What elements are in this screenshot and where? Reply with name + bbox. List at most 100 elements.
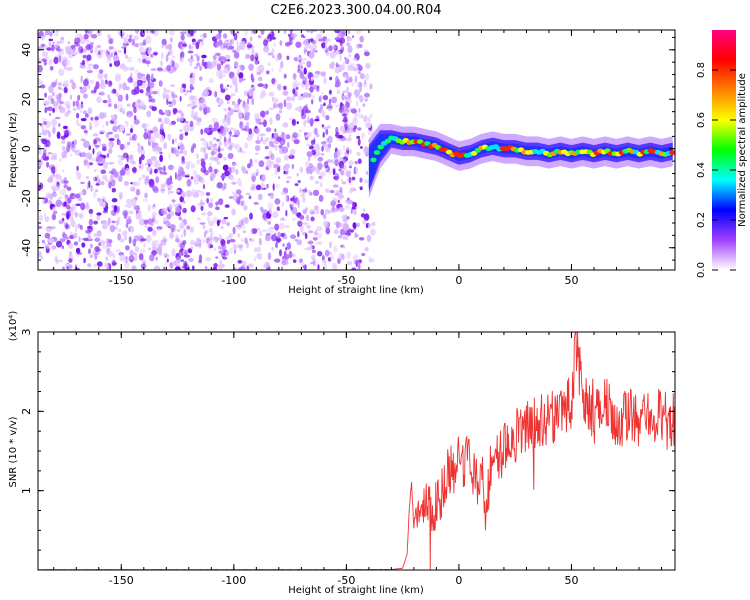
noise-cell bbox=[321, 124, 325, 128]
noise-cell bbox=[202, 184, 206, 190]
noise-cell bbox=[60, 36, 64, 41]
spectrogram-signal-track bbox=[368, 124, 675, 199]
noise-cell bbox=[104, 73, 108, 79]
noise-cell bbox=[64, 263, 70, 267]
noise-cell bbox=[348, 76, 353, 83]
noise-cell bbox=[170, 224, 176, 229]
noise-cell bbox=[217, 245, 222, 249]
noise-cell bbox=[347, 64, 354, 69]
noise-cell bbox=[184, 131, 189, 136]
noise-cell bbox=[121, 167, 126, 176]
noise-cell bbox=[275, 157, 282, 164]
noise-cell bbox=[63, 180, 69, 184]
noise-cell bbox=[63, 80, 69, 87]
noise-cell bbox=[359, 84, 362, 93]
noise-cell bbox=[183, 89, 186, 92]
noise-cell bbox=[302, 222, 309, 225]
noise-cell bbox=[125, 218, 132, 225]
noise-cell bbox=[238, 72, 244, 80]
noise-cell bbox=[135, 134, 138, 140]
noise-cell bbox=[283, 73, 287, 79]
noise-cell bbox=[272, 183, 275, 191]
noise-cell bbox=[188, 30, 194, 36]
noise-cell bbox=[176, 229, 181, 232]
noise-cell bbox=[334, 30, 341, 34]
noise-cell bbox=[38, 132, 43, 136]
noise-cell bbox=[45, 227, 52, 233]
signal-cell bbox=[377, 144, 384, 150]
noise-cell bbox=[233, 32, 238, 41]
noise-cell bbox=[234, 86, 239, 93]
noise-cell bbox=[255, 184, 262, 191]
noise-cell bbox=[181, 190, 186, 198]
noise-cell bbox=[362, 219, 367, 225]
noise-cell bbox=[193, 115, 199, 121]
noise-cell bbox=[317, 156, 324, 162]
noise-cell bbox=[310, 169, 313, 175]
noise-cell bbox=[145, 35, 152, 44]
noise-cell bbox=[342, 218, 347, 223]
noise-cell bbox=[311, 249, 316, 254]
noise-cell bbox=[62, 56, 68, 62]
noise-cell bbox=[163, 117, 170, 125]
noise-cell bbox=[161, 52, 164, 60]
noise-cell bbox=[325, 38, 331, 42]
noise-cell bbox=[55, 78, 58, 86]
noise-cell bbox=[202, 224, 206, 230]
noise-cell bbox=[241, 102, 248, 110]
noise-cell bbox=[179, 144, 185, 151]
noise-cell bbox=[297, 180, 301, 184]
noise-cell bbox=[48, 112, 52, 116]
noise-cell bbox=[226, 112, 231, 119]
noise-cell bbox=[284, 254, 290, 260]
noise-cell bbox=[345, 96, 352, 100]
noise-cell bbox=[145, 30, 149, 34]
noise-cell bbox=[250, 228, 253, 235]
noise-cell bbox=[45, 192, 51, 199]
noise-cell bbox=[223, 33, 228, 39]
noise-cell bbox=[292, 88, 296, 95]
noise-cell bbox=[265, 110, 269, 115]
noise-cell bbox=[293, 79, 298, 84]
noise-cell bbox=[359, 94, 364, 103]
noise-cell bbox=[274, 98, 279, 104]
noise-cell bbox=[66, 66, 73, 72]
noise-cell bbox=[225, 236, 230, 241]
noise-cell bbox=[278, 144, 283, 149]
noise-cell bbox=[108, 161, 115, 165]
noise-cell bbox=[124, 234, 127, 241]
noise-cell bbox=[129, 225, 135, 233]
noise-cell bbox=[365, 224, 369, 229]
noise-cell bbox=[93, 168, 97, 173]
noise-cell bbox=[352, 58, 358, 61]
noise-cell bbox=[332, 168, 336, 176]
noise-cell bbox=[344, 204, 351, 210]
noise-cell bbox=[317, 264, 320, 270]
spectrogram-frame bbox=[37, 29, 676, 271]
noise-cell bbox=[315, 241, 321, 245]
noise-cell bbox=[180, 46, 184, 51]
noise-cell bbox=[300, 83, 305, 88]
signal-band-2 bbox=[368, 133, 673, 189]
noise-cell bbox=[290, 33, 298, 39]
noise-cell bbox=[181, 170, 186, 178]
noise-cell bbox=[152, 211, 157, 218]
noise-cell bbox=[296, 239, 303, 246]
noise-cell bbox=[321, 92, 325, 95]
noise-cell bbox=[246, 136, 253, 142]
noise-cell bbox=[341, 95, 347, 100]
noise-cell bbox=[243, 114, 250, 121]
noise-cell bbox=[133, 35, 139, 41]
noise-cell bbox=[169, 49, 173, 56]
noise-cell bbox=[208, 166, 213, 173]
noise-cell bbox=[255, 172, 259, 177]
noise-cell bbox=[145, 163, 148, 166]
noise-cell bbox=[218, 198, 224, 206]
noise-cell bbox=[156, 67, 163, 72]
noise-cell bbox=[309, 175, 315, 180]
noise-cell bbox=[94, 46, 99, 55]
noise-cell bbox=[172, 138, 175, 145]
noise-cell bbox=[41, 154, 45, 160]
noise-cell bbox=[346, 41, 350, 47]
noise-cell bbox=[112, 115, 115, 119]
